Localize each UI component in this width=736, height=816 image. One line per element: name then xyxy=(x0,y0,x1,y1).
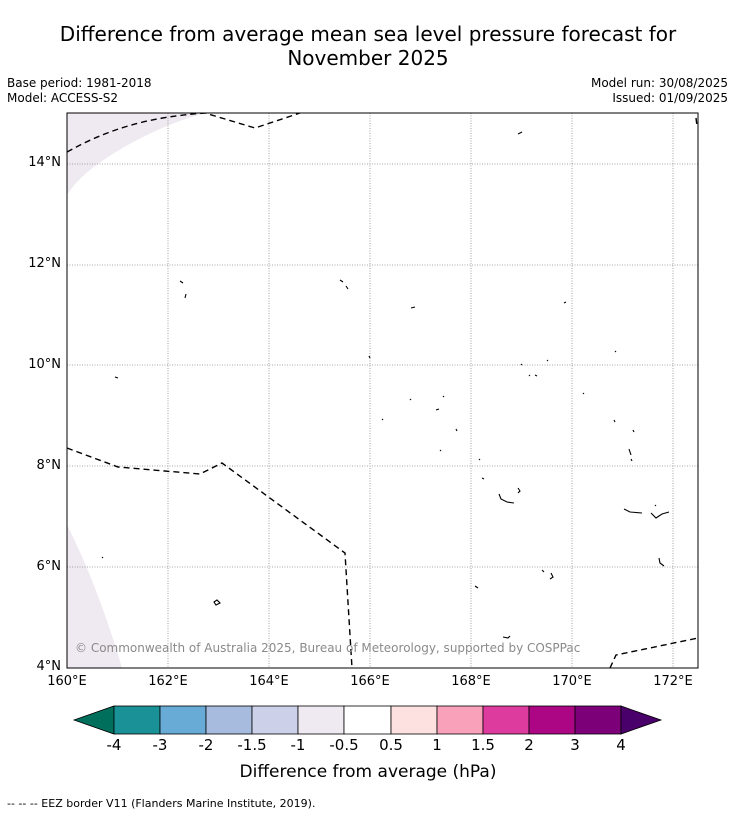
gridlines xyxy=(67,113,698,668)
low-pressure-area-sw xyxy=(67,525,122,668)
model-run: Model run: 30/08/2025 xyxy=(590,76,728,90)
title-line-1: Difference from average mean sea level p… xyxy=(59,22,677,46)
lat-label-10n: 10°N xyxy=(28,357,61,372)
colorbar-label: -3 xyxy=(152,736,168,754)
colorbar-low-extend xyxy=(72,705,115,735)
lon-label-172e: 172°E xyxy=(653,674,693,689)
title-line-2: November 2025 xyxy=(287,46,449,70)
colorbar-bin-5 xyxy=(297,705,345,735)
map-frame xyxy=(66,112,699,669)
lat-label-6n: 6°N xyxy=(36,559,62,574)
colorbar-bin-6 xyxy=(343,705,392,735)
colorbar xyxy=(72,705,663,735)
meta-right: Model run: 30/08/2025 Issued: 01/09/2025 xyxy=(591,76,728,106)
lat-label-4n: 4°N xyxy=(36,659,62,674)
colorbar-bin-3 xyxy=(205,705,253,735)
colorbar-label: 1 xyxy=(432,736,442,754)
colorbar-label: 1.5 xyxy=(471,736,495,754)
lon-label-164e: 164°E xyxy=(249,674,289,689)
colorbar-label: 0.5 xyxy=(379,736,403,754)
colorbar-bin-4 xyxy=(251,705,299,735)
colorbar-label: -1.5 xyxy=(237,736,267,754)
lat-label-12n: 12°N xyxy=(28,256,61,271)
model-name: Model: ACCESS-S2 xyxy=(7,91,119,105)
colorbar-label: -2 xyxy=(198,736,214,754)
colorbar-bin-7 xyxy=(390,705,438,735)
lon-label-168e: 168°E xyxy=(451,674,491,689)
islands xyxy=(101,131,670,639)
colorbar-label: -0.5 xyxy=(329,736,359,754)
meta-left: Base period: 1981-2018 Model: ACCESS-S2 xyxy=(7,76,152,106)
eez-border xyxy=(67,113,698,668)
base-period: Base period: 1981-2018 xyxy=(7,76,152,90)
colorbar-label: 3 xyxy=(570,736,580,754)
colorbar-bin-11 xyxy=(574,705,622,735)
colorbar-bin-10 xyxy=(528,705,576,735)
lon-label-162e: 162°E xyxy=(148,674,188,689)
lon-label-166e: 166°E xyxy=(350,674,390,689)
lat-label-8n: 8°N xyxy=(36,458,62,473)
lon-label-170e: 170°E xyxy=(552,674,592,689)
lat-label-14n: 14°N xyxy=(28,155,61,170)
colorbar-bin-2 xyxy=(159,705,207,735)
lon-label-160e: 160°E xyxy=(47,674,87,689)
colorbar-title: Difference from average (hPa) xyxy=(239,762,497,782)
map-area xyxy=(67,113,698,668)
colorbar-label: -1 xyxy=(290,736,306,754)
colorbar-bin-1 xyxy=(113,705,161,735)
low-pressure-area-nw xyxy=(67,113,205,195)
colorbar-label: 2 xyxy=(524,736,534,754)
chart-title: Difference from average mean sea level p… xyxy=(0,22,736,70)
colorbar-high-extend xyxy=(620,705,663,735)
colorbar-label: -4 xyxy=(106,736,122,754)
copyright-notice: © Commonwealth of Australia 2025, Bureau… xyxy=(75,641,581,655)
colorbar-label: 4 xyxy=(616,736,626,754)
issued-date: Issued: 01/09/2025 xyxy=(612,91,728,105)
eez-footnote: -- -- -- EEZ border V11 (Flanders Marine… xyxy=(7,797,316,810)
colorbar-bin-8 xyxy=(436,705,484,735)
colorbar-bin-9 xyxy=(482,705,530,735)
